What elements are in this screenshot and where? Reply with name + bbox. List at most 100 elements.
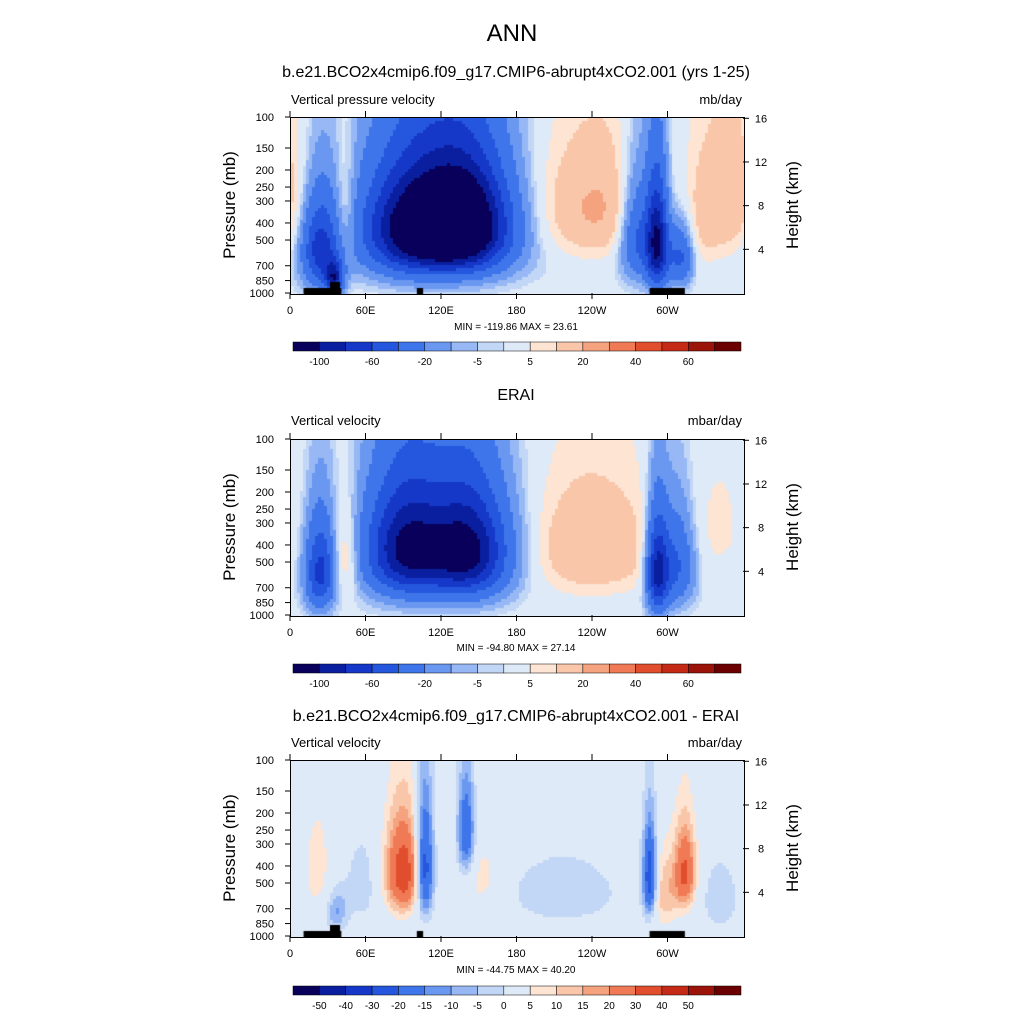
contour-field [291,118,744,294]
stats-label: MIN = -94.80 MAX = 27.14 [456,643,576,654]
colorbar-swatch [424,341,452,352]
y2-tick-label: 4 [758,566,764,578]
colorbar-swatch [529,985,557,996]
colorbar-swatch [556,663,584,674]
colorbar-swatch [477,663,505,674]
x-tick-label: 120W [578,948,607,960]
colorbar-swatch [688,341,715,352]
x-tick-label: 180 [507,948,525,960]
y2-tick-label: 8 [758,523,764,535]
colorbar-swatch [398,985,426,996]
x-tick-label: 120E [428,305,454,317]
colorbar-swatch [608,341,636,352]
y-tick-label: 200 [256,165,274,177]
colorbar-swatch [529,341,557,352]
colorbar-swatch [292,341,320,352]
colorbar-label: 10 [551,1001,563,1012]
y-tick-label: 300 [256,518,274,530]
y2-tick-label: 4 [758,887,764,899]
colorbar-swatch [398,663,426,674]
x-tick-label: 60E [356,305,376,317]
y-tick-label: 100 [256,112,274,124]
colorbar-swatch [688,663,715,674]
y2-tick-label: 12 [755,800,767,812]
colorbar-label: -5 [473,1001,482,1012]
y-tick-label: 500 [256,235,274,247]
x-tick-label: 120E [428,627,454,639]
colorbar-swatch [714,985,742,996]
y-tick-label: 150 [256,786,274,798]
colorbar-swatch [424,663,452,674]
colorbar-swatch [661,341,689,352]
colorbar-swatch [371,985,399,996]
colorbar-swatch [608,663,636,674]
colorbar-label: -10 [444,1001,459,1012]
colorbar-swatch [477,985,505,996]
y-tick-label: 850 [256,598,274,610]
figure-title: ANN [486,20,538,47]
y-tick-label: 200 [256,487,274,499]
y2-axis-title: Height (km) [783,161,802,249]
y-tick-label: 400 [256,218,274,230]
colorbar-swatch [635,985,663,996]
left-subtitle: Vertical velocity [291,413,381,428]
colorbar-label: 40 [656,1001,668,1012]
colorbar-swatch [529,663,557,674]
colorbar-swatch [503,985,531,996]
panel-title: b.e21.BCO2x4cmip6.f09_g17.CMIP6-abrupt4x… [292,708,740,725]
colorbar-swatch [582,663,610,674]
colorbar-label: 20 [577,679,589,690]
y2-tick-label: 16 [755,435,767,447]
y-tick-label: 150 [256,143,274,155]
x-tick-label: 0 [287,627,293,639]
colorbar-label: 30 [630,1001,642,1012]
colorbar-label: -20 [391,1001,406,1012]
colorbar-swatch [450,663,478,674]
y-tick-label: 250 [256,825,274,837]
colorbar-label: -30 [365,1001,380,1012]
colorbar-label: 15 [577,1001,589,1012]
y-tick-label: 850 [256,276,274,288]
y-axis-title: Pressure (mb) [220,473,239,581]
colorbar-label: -40 [338,1001,353,1012]
colorbar-label: -5 [473,357,482,368]
y2-tick-label: 12 [755,157,767,169]
colorbar-swatch [635,341,663,352]
panel-title: b.e21.BCO2x4cmip6.f09_g17.CMIP6-abrupt4x… [282,64,750,81]
colorbar-swatch [688,985,715,996]
y-tick-label: 150 [256,465,274,477]
x-tick-label: 60E [356,948,376,960]
units-label: mbar/day [687,413,742,428]
colorbar-label: 60 [683,679,695,690]
y-tick-label: 1000 [250,610,274,622]
colorbar-label: -60 [365,679,380,690]
colorbar-swatch [714,663,742,674]
x-tick-label: 180 [507,305,525,317]
y-tick-label: 100 [256,755,274,767]
y-tick-label: 700 [256,583,274,595]
colorbar-swatch [450,341,478,352]
y2-axis-title: Height (km) [783,483,802,571]
y-tick-label: 200 [256,808,274,820]
y-axis-title: Pressure (mb) [220,151,239,259]
y-tick-label: 700 [256,904,274,916]
x-tick-label: 60W [656,305,679,317]
colorbar-swatch [292,985,320,996]
x-tick-label: 60W [656,948,679,960]
colorbar-swatch [635,663,663,674]
contour-field [291,761,744,937]
y-tick-label: 300 [256,839,274,851]
y-axis-title: Pressure (mb) [220,794,239,902]
colorbar-label: 50 [683,1001,695,1012]
colorbar-label: -50 [312,1001,327,1012]
plot-area [290,439,745,617]
colorbar-label: -100 [309,357,329,368]
colorbar-label: 40 [630,679,642,690]
units-label: mbar/day [687,735,742,750]
stats-label: MIN = -44.75 MAX = 40.20 [456,965,576,976]
colorbar-label: -20 [418,679,433,690]
colorbar-swatch [661,985,689,996]
colorbar-label: -5 [473,679,482,690]
colorbar-label: 0 [501,1001,507,1012]
colorbar-label: -100 [309,679,329,690]
